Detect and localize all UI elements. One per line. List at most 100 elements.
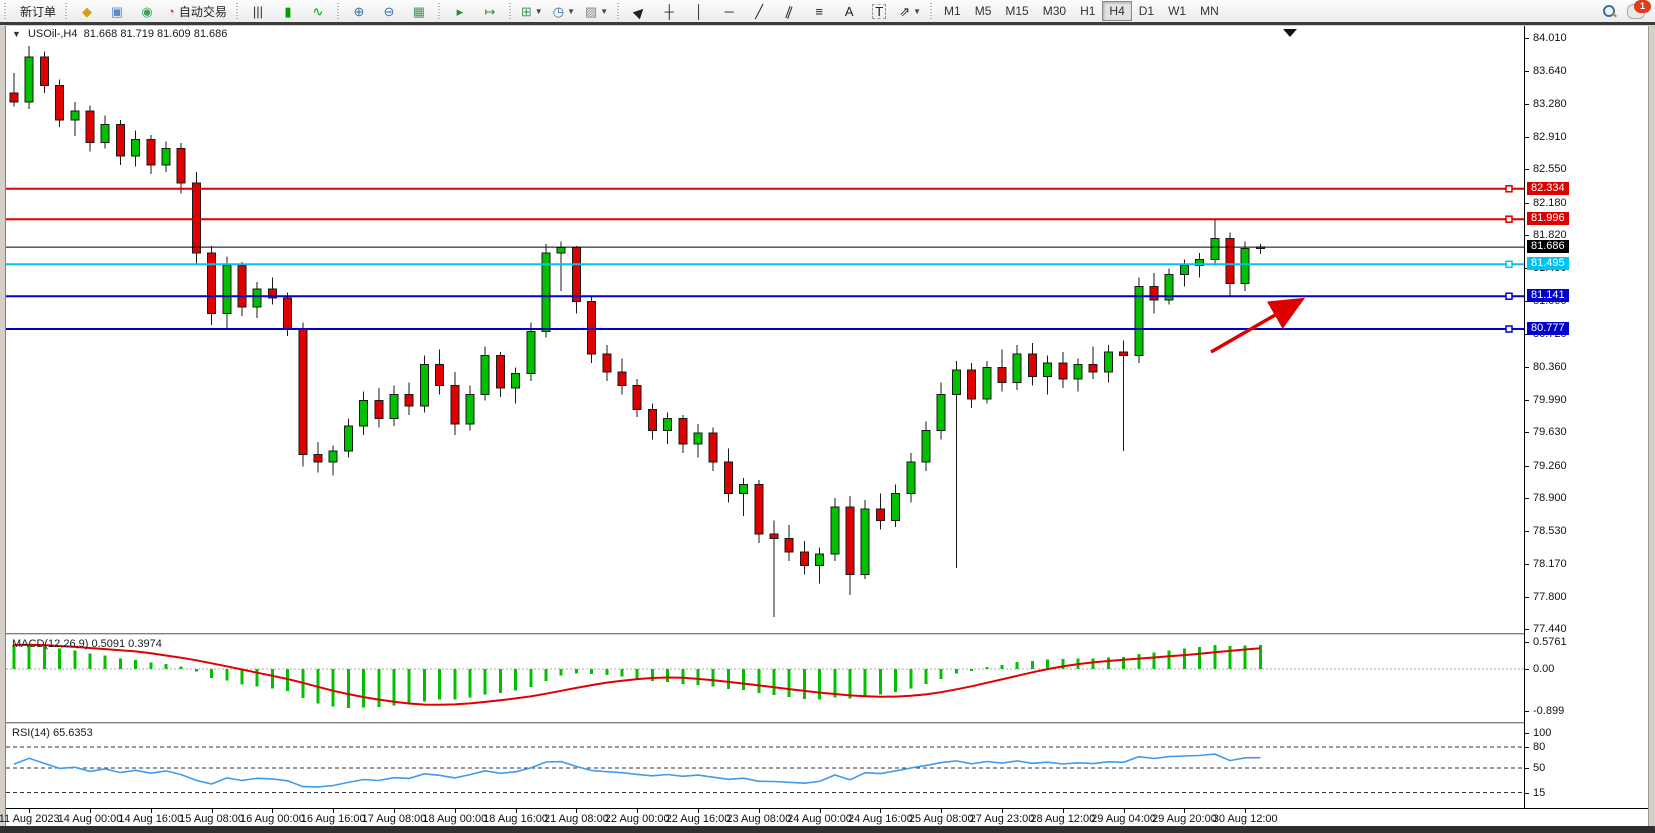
auto-scroll-icon: ▸ — [456, 3, 464, 19]
line-handle[interactable] — [1505, 292, 1513, 300]
auto-trading-button[interactable]: ◔ 自动交易 — [163, 0, 231, 22]
auto-scroll-button[interactable]: ▸ — [446, 0, 474, 22]
price-line-label: 80.777 — [1527, 322, 1569, 335]
timeframe-w1-button[interactable]: W1 — [1168, 4, 1187, 18]
dropdown-caret-icon[interactable]: ▼ — [913, 6, 922, 16]
axis-tick-mark — [1525, 235, 1529, 237]
toolbar-drag-handle[interactable] — [233, 3, 241, 19]
candlestick-chart-button[interactable]: ▮ — [274, 0, 302, 22]
panel-resize-handle[interactable] — [6, 633, 1649, 636]
text-icon: A — [844, 3, 854, 19]
clock-icon: ◷ — [552, 3, 565, 19]
timeframe-m5-button[interactable]: M5 — [974, 4, 992, 18]
time-axis-label: 30 Aug 12:00 — [1212, 813, 1278, 825]
timeframe-m1-button[interactable]: M1 — [944, 4, 961, 18]
horizontal-line-tool-button[interactable]: ─ — [715, 0, 743, 22]
axis-tick-mark — [1525, 399, 1529, 401]
navigator-icon: ▣ — [110, 3, 124, 19]
text-tool-button[interactable]: A — [835, 0, 863, 22]
crosshair-icon: ┼ — [664, 3, 674, 19]
window-right-border — [1648, 26, 1655, 826]
price-axis-tick: 0.5761 — [1533, 635, 1567, 648]
templates-button[interactable]: ▨ ▼ — [581, 0, 612, 22]
crosshair-tool-button[interactable]: ┼ — [655, 0, 683, 22]
channel-icon: ∥ — [783, 2, 795, 20]
time-tick-mark — [515, 809, 517, 813]
periods-button[interactable]: ◷ ▼ — [549, 0, 579, 22]
timeframe-h4-button[interactable]: H4 — [1102, 1, 1132, 21]
trendline-tool-button[interactable]: ╱ — [745, 0, 773, 22]
time-axis[interactable]: 11 Aug 2023 14 Aug 00:00 14 Aug 16:00 15 Au… — [0, 808, 1649, 827]
chart-shift-button[interactable]: ↦ — [476, 0, 504, 22]
chart-title: ▼ USOil-,H4 81.668 81.719 81.609 81.686 — [12, 28, 227, 40]
new-chart-icon: ⊞ — [520, 3, 532, 19]
signals-button[interactable]: ◉ — [133, 0, 161, 22]
zoom-in-button[interactable]: ⊕ — [345, 0, 373, 22]
timeframe-m15-button[interactable]: M15 — [1005, 4, 1029, 18]
chart-shift-marker-icon[interactable] — [1283, 29, 1297, 37]
line-handle[interactable] — [1505, 260, 1513, 269]
fibonacci-tool-button[interactable]: ≡ — [805, 0, 833, 22]
panel-resize-handle[interactable] — [6, 722, 1649, 725]
dropdown-caret-icon[interactable]: ▼ — [567, 6, 575, 16]
text-label-tool-button[interactable]: T — [865, 0, 893, 22]
time-tick-mark — [211, 809, 213, 813]
tile-windows-button[interactable]: ▦ — [405, 0, 433, 22]
toolbar-drag-handle[interactable] — [63, 3, 71, 19]
time-tick-mark — [637, 809, 639, 813]
notifications-icon[interactable]: 1 — [1627, 0, 1651, 19]
toolbar-drag-handle[interactable] — [2, 3, 9, 19]
cursor-tool-button[interactable]: ▶ — [625, 0, 653, 22]
channel-tool-button[interactable]: ∥ — [775, 0, 803, 22]
navigator-button[interactable]: ▣ — [103, 0, 131, 22]
dropdown-caret-icon[interactable]: ▼ — [534, 6, 543, 16]
new-order-button[interactable]: 新订单 — [12, 0, 60, 22]
bar-chart-button[interactable]: ||| — [244, 0, 272, 22]
signals-icon: ◉ — [141, 3, 153, 19]
axis-tick-mark — [1525, 629, 1529, 631]
time-tick-mark — [941, 809, 943, 813]
line-chart-button[interactable]: ∿ — [304, 0, 332, 22]
price-axis-tick: 80 — [1533, 741, 1546, 753]
dropdown-caret-icon[interactable]: ▼ — [600, 6, 609, 16]
vertical-line-icon: │ — [695, 3, 704, 19]
toolbar-drag-handle[interactable] — [435, 3, 443, 19]
arrows-tool-button[interactable]: ⇗ ▼ — [895, 0, 925, 22]
zoom-out-icon: ⊖ — [383, 3, 395, 19]
timeframe-m30-button[interactable]: M30 — [1042, 4, 1067, 18]
timeframe-mn-button[interactable]: MN — [1200, 4, 1219, 18]
toolbar-drag-handle[interactable] — [334, 3, 342, 19]
market-watch-button[interactable]: ◆ — [73, 0, 101, 22]
time-axis-label: 24 Aug 16:00 — [847, 813, 913, 825]
price-axis-tick: 50 — [1533, 762, 1546, 774]
macd-panel[interactable]: MACD(12,26,9) 0.5091 0.3974 — [6, 636, 1524, 722]
toolbar-drag-handle[interactable] — [506, 3, 514, 19]
price-chart-panel[interactable]: ▼ USOil-,H4 81.668 81.719 81.609 81.686 — [6, 26, 1524, 633]
one-click-trading-toggle[interactable]: ▼ — [12, 29, 21, 39]
zoom-out-button[interactable]: ⊖ — [375, 0, 403, 22]
price-axis-tick: 77.800 — [1533, 590, 1567, 603]
price-axis-tick: 79.630 — [1533, 426, 1567, 439]
axis-tick-mark — [1525, 531, 1529, 533]
vertical-line-tool-button[interactable]: │ — [685, 0, 713, 22]
search-icon[interactable] — [1602, 4, 1617, 19]
price-line-label: 81.495 — [1527, 257, 1569, 270]
time-axis-label: 28 Aug 12:00 — [1030, 813, 1096, 825]
line-handle[interactable] — [1505, 325, 1513, 333]
time-tick-mark — [1184, 809, 1186, 813]
timeframe-d1-button[interactable]: D1 — [1138, 4, 1155, 18]
price-axis[interactable]: 84.010 83.640 83.280 82.910 82.550 82.180 81.8… — [1524, 26, 1650, 808]
line-handle[interactable] — [1505, 215, 1513, 223]
toolbar-drag-handle[interactable] — [615, 3, 623, 19]
toolbar-drag-handle[interactable] — [928, 3, 936, 19]
rsi-label: RSI(14) — [12, 727, 50, 739]
line-handle[interactable] — [1505, 185, 1513, 193]
axis-tick-mark — [1525, 136, 1529, 138]
time-axis-label: 16 Aug 16:00 — [300, 813, 366, 825]
rsi-panel[interactable]: RSI(14) 65.6353 — [6, 725, 1524, 808]
price-axis-tick: 100 — [1533, 727, 1552, 739]
new-chart-button[interactable]: ⊞ ▼ — [517, 0, 547, 22]
timeframe-h1-button[interactable]: H1 — [1080, 4, 1096, 18]
trend-arrow-annotation[interactable] — [1210, 297, 1306, 354]
price-axis-tick: 78.530 — [1533, 525, 1567, 538]
